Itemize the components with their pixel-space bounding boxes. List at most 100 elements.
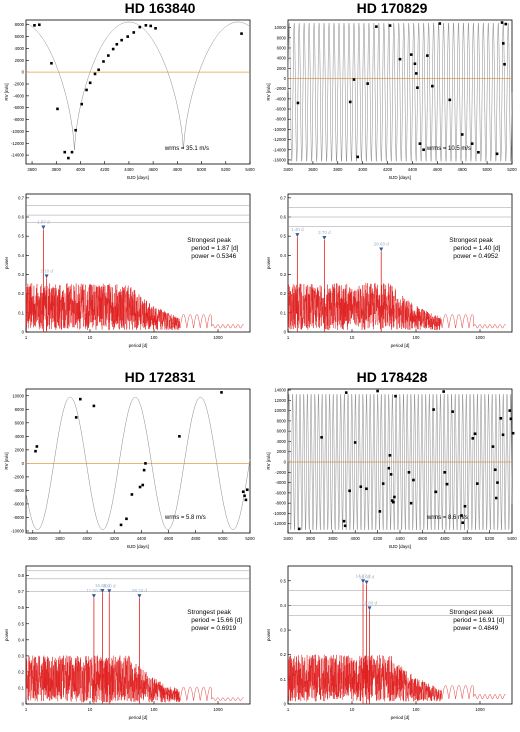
strongest-peak-title: Strongest peak xyxy=(187,609,231,616)
rv-data-point xyxy=(390,499,394,502)
x-tick-label: 10 xyxy=(350,335,355,340)
rv-data-point xyxy=(508,409,512,412)
x-tick-label: 3800 xyxy=(52,167,62,172)
rv-data-point xyxy=(496,481,499,484)
y-tick-label: -2000 xyxy=(275,470,286,475)
rv-data-point xyxy=(422,148,425,152)
x-tick-label: 4800 xyxy=(458,167,468,172)
rv-data-point xyxy=(144,24,148,27)
rv-data-point xyxy=(394,394,397,398)
rv-data-point xyxy=(85,88,88,92)
rv-data-point xyxy=(393,495,396,499)
y-tick-label: 0.1 xyxy=(18,685,24,690)
rv-data-point xyxy=(120,38,123,42)
y-tick-label: 0 xyxy=(284,460,287,465)
strongest-peak-period: period = 1.87 [d] xyxy=(191,245,238,252)
y-tick-label: -4000 xyxy=(13,93,24,98)
x-tick-label: 100 xyxy=(413,335,421,340)
peak-label: 20.0 d xyxy=(103,583,116,588)
power-spectrum xyxy=(287,283,506,331)
rv-data-point xyxy=(33,24,36,27)
x-tick-label: 100 xyxy=(413,707,421,712)
rv-data-point xyxy=(461,521,465,525)
rv-data-point xyxy=(115,42,119,46)
y-tick-label: 0 xyxy=(284,702,287,707)
y-tick-label: 0.6 xyxy=(280,215,286,220)
x-tick-label: 10 xyxy=(88,707,93,712)
y-tick-label: 10000 xyxy=(12,393,24,398)
y-axis-label: power xyxy=(266,628,271,641)
strongest-peak-title: Strongest peak xyxy=(187,237,231,244)
y-tick-label: 4000 xyxy=(277,439,287,444)
rv-data-point xyxy=(343,524,347,528)
rv-data-point xyxy=(92,404,96,408)
rv-data-point xyxy=(240,32,243,35)
rv-data-point xyxy=(412,478,415,482)
x-tick-label: 4800 xyxy=(191,536,201,541)
x-tick-label: 4200 xyxy=(100,167,110,172)
peak-marker-icon xyxy=(364,580,369,585)
rv-data-point xyxy=(471,437,475,440)
rv-data-point xyxy=(398,57,402,61)
rv-data-point xyxy=(126,35,130,38)
y-tick-label: 0.5 xyxy=(280,578,286,583)
y-tick-label: -8000 xyxy=(13,515,24,520)
peak-marker-icon xyxy=(295,233,300,238)
x-tick-label: 3400 xyxy=(283,167,293,172)
rv-data-point xyxy=(144,462,147,465)
rv-data-point xyxy=(409,53,413,56)
y-tick-label: 2000 xyxy=(15,447,25,452)
rv-data-point xyxy=(93,72,97,76)
rv-data-point xyxy=(119,523,123,527)
x-tick-label: 3600 xyxy=(308,167,318,172)
x-tick-label: 4200 xyxy=(110,536,120,541)
rv-data-point xyxy=(34,449,37,453)
rv-data-point xyxy=(296,101,300,105)
rv-data-point xyxy=(493,468,497,472)
x-tick-label: 5200 xyxy=(221,167,231,172)
y-tick-label: 2000 xyxy=(277,449,287,454)
rv-data-point xyxy=(244,498,248,502)
y-tick-label: 0.6 xyxy=(18,605,24,610)
y-tick-label: 0 xyxy=(284,330,287,335)
y-tick-label: 0.5 xyxy=(18,621,24,626)
rv-curve-chart-3: -10000 -8000 -6000 -4000 -2000 0 2000 4000 6000 8… xyxy=(4,388,255,549)
periodogram-chart-4: 0 0.1 0.2 0.3 0.4 0.5 1 10 100 1000 period [d] powe… xyxy=(266,565,513,720)
y-tick-label: 0.2 xyxy=(280,652,286,657)
y-tick-label: 0.4 xyxy=(280,253,286,258)
x-tick-label: 4400 xyxy=(408,167,418,172)
y-tick-label: 6000 xyxy=(15,34,25,39)
rv-data-point xyxy=(442,390,445,393)
y-tick-label: -14000 xyxy=(11,153,25,158)
x-tick-label: 3600 xyxy=(28,536,38,541)
x-axis-label: BJD [days] xyxy=(127,544,149,549)
y-tick-label: 0 xyxy=(22,702,25,707)
peak-label: 11.50 d xyxy=(87,588,102,593)
rv-data-point xyxy=(432,408,435,411)
y-tick-label: 0.1 xyxy=(280,310,286,315)
rv-data-point xyxy=(342,519,346,523)
y-tick-label: 0.4 xyxy=(18,253,24,258)
peak-marker-icon xyxy=(367,606,372,611)
y-tick-label: -2000 xyxy=(13,82,24,87)
peak-label: 1.40 d xyxy=(291,227,304,232)
rv-data-point xyxy=(79,397,82,401)
rv-data-point xyxy=(473,432,477,436)
rv-data-point xyxy=(451,410,454,413)
x-tick-label: 3400 xyxy=(283,536,293,541)
y-tick-label: -6000 xyxy=(275,490,286,495)
rv-data-point xyxy=(477,150,480,154)
y-axis-label: power xyxy=(4,256,9,269)
x-tick-label: 5000 xyxy=(463,536,473,541)
y-tick-label: 0.2 xyxy=(18,291,24,296)
rv-data-point xyxy=(503,62,506,66)
rv-data-point xyxy=(381,482,385,485)
strongest-peak-power: power = 0.5346 xyxy=(191,253,236,260)
peak-label: 2.10 d xyxy=(40,268,53,273)
rv-data-point xyxy=(375,25,378,28)
y-tick-label: -4000 xyxy=(275,480,286,485)
rv-data-point xyxy=(409,501,413,505)
y-axis-label: RV [m/s] xyxy=(266,452,271,469)
rv-data-point xyxy=(320,436,323,439)
y-tick-label: 0.8 xyxy=(18,573,24,578)
